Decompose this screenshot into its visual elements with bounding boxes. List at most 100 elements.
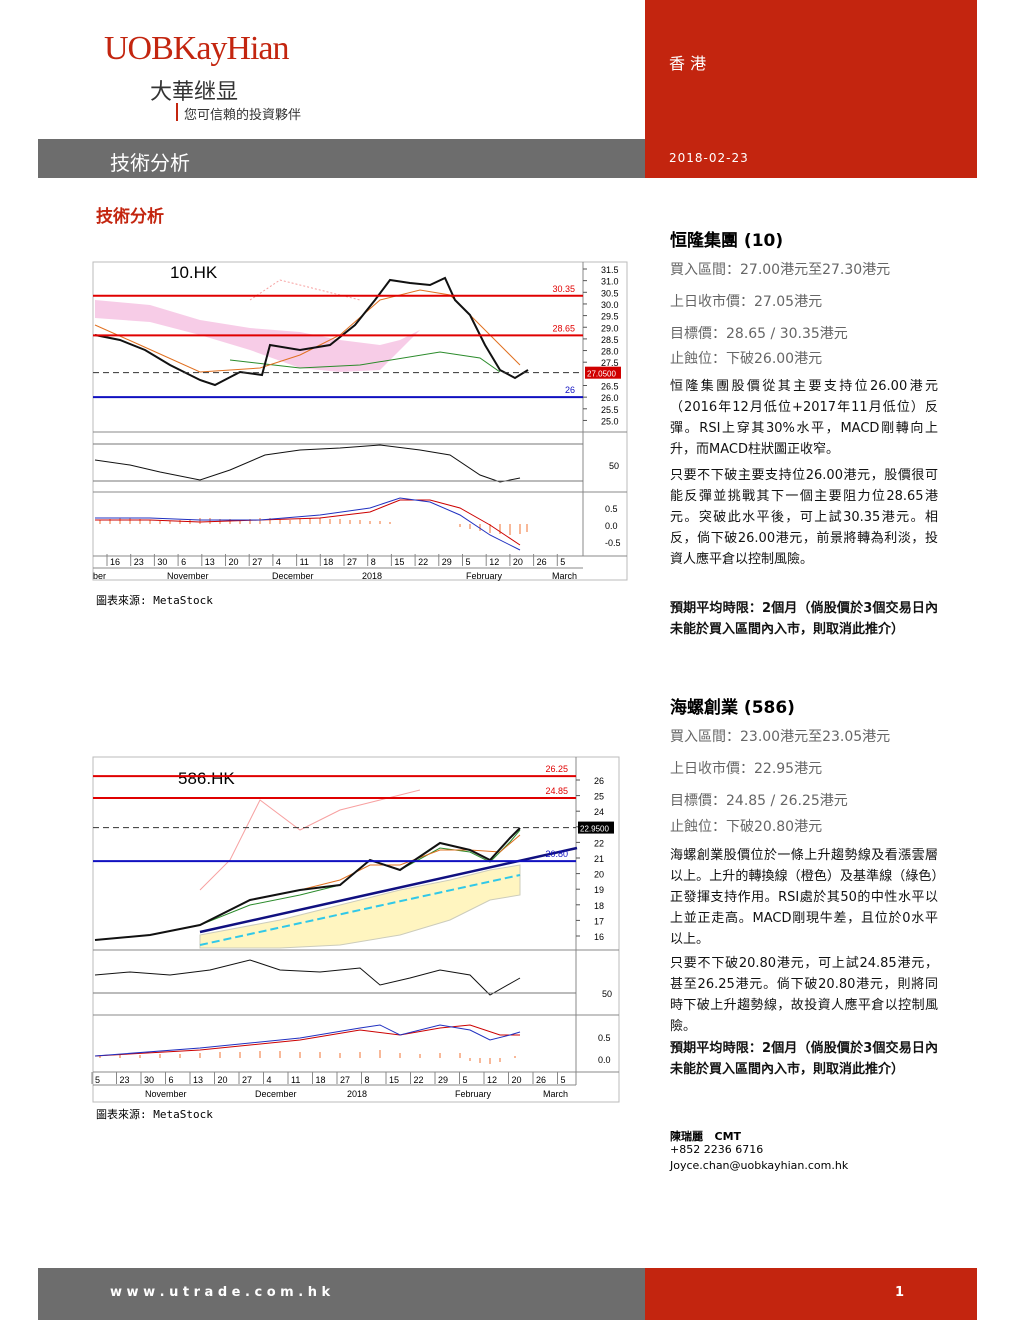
x-tick-label: 29 — [442, 557, 452, 567]
price-label: 27.0500 — [587, 370, 616, 379]
month-label: November — [145, 1089, 187, 1099]
y-tick-label: 19 — [594, 885, 604, 895]
price-label: 22.9500 — [580, 825, 609, 834]
x-tick-label: 26 — [537, 557, 547, 567]
x-tick-label: 12 — [489, 557, 499, 567]
x-tick-label: 15 — [394, 557, 404, 567]
brand-cn: 大華继显 — [150, 80, 239, 105]
section-title: 技術分析 — [110, 151, 190, 175]
rsi-tick-label: 50 — [609, 461, 619, 471]
y-tick-label: 25.5 — [601, 405, 619, 415]
level-label: 26.25 — [545, 764, 568, 774]
y-tick-label: 20 — [594, 870, 604, 880]
macd-bars — [99, 1050, 516, 1064]
chart-source: 圖表來源: MetaStock — [96, 1108, 213, 1121]
y-tick-label: 26 — [594, 776, 604, 786]
y-tick-label: 25 — [594, 792, 604, 802]
cloud-line — [199, 874, 521, 946]
rsi-line — [94, 444, 521, 483]
x-tick-label: 26 — [536, 1075, 546, 1085]
month-label: 2018 — [347, 1089, 367, 1099]
y-tick-label: 17 — [594, 916, 604, 926]
y-tick-label: 27.5 — [601, 358, 619, 368]
y-tick-label: 30.5 — [601, 288, 619, 298]
x-tick-label: 15 — [389, 1075, 399, 1085]
x-tick-label: 4 — [276, 557, 281, 567]
contact-phone: +852 2236 6716 — [670, 1143, 764, 1156]
y-tick-label: 22 — [594, 838, 604, 848]
chart-ticker: 586.HK — [178, 769, 235, 788]
month-label: February — [455, 1089, 492, 1099]
stop-loss: 止蝕位：下破26.00港元 — [670, 351, 823, 367]
page-number: 1 — [895, 1285, 905, 1300]
month-label: 2018 — [362, 571, 382, 581]
month-label: February — [466, 571, 503, 581]
month-label: ber — [93, 571, 106, 581]
y-tick-label: 24 — [594, 807, 604, 817]
stop-loss: 止蝕位：下破20.80港元 — [670, 819, 823, 835]
x-tick-label: 13 — [205, 557, 215, 567]
footer-red: 1 — [645, 1268, 977, 1320]
price-line — [94, 827, 521, 941]
level-label: 24.85 — [545, 786, 568, 796]
price-label-box — [578, 821, 614, 834]
month-label: December — [272, 571, 314, 581]
paragraph: 只要不下破20.80港元，可上試24.85港元，甚至26.25港元。倘下破20.… — [670, 956, 938, 1034]
x-tick-label: 11 — [291, 1075, 300, 1085]
left-title: 技術分析 — [96, 207, 164, 227]
buy-range: 買入區間：23.00港元至23.05港元 — [670, 729, 891, 745]
x-tick-label: 16 — [110, 557, 120, 567]
price-label-box — [585, 366, 621, 379]
y-tick-label: 30.0 — [601, 300, 619, 310]
contact-name: 陳瑞麗 — [670, 1130, 703, 1143]
x-tick-label: 27 — [347, 557, 357, 567]
paragraph: 海螺創業股價位於一條上升趨勢線及看漲雲層以上。上升的轉換線（橙色）及基準線（綠色… — [670, 848, 938, 947]
level-label: 20.80 — [545, 849, 568, 859]
x-tick-label: 20 — [218, 1075, 228, 1085]
x-tick-label: 5 — [561, 1075, 566, 1085]
chart-frame — [92, 261, 628, 581]
y-tick-label: 16 — [594, 932, 604, 942]
x-tick-label: 30 — [157, 557, 167, 567]
x-tick-label: 6 — [181, 557, 186, 567]
y-tick-label: 28.0 — [601, 347, 619, 357]
footer-url: w w w . u t r a d e . c o m . h k — [110, 1285, 331, 1300]
month-label: March — [543, 1089, 568, 1099]
x-tick-label: 6 — [169, 1075, 174, 1085]
cloud — [199, 864, 521, 949]
contact-email: Joyce.chan@uobkayhian.com.hk — [670, 1159, 849, 1172]
macd-tick-label: 0.5 — [598, 1033, 611, 1043]
paragraph: 恒隆集團股價從其主要支持位26.00港元（2016年12月低位+2017年11月… — [670, 379, 938, 457]
target: 目標價：24.85 / 26.25港元 — [670, 793, 848, 809]
x-tick-label: 18 — [323, 557, 333, 567]
macd-tick-label: -0.5 — [605, 538, 621, 548]
section-bar: 技術分析 — [38, 139, 645, 178]
x-tick-label: 20 — [229, 557, 239, 567]
ma-line — [229, 351, 501, 373]
paragraph: 只要不下破主要支持位26.00港元，股價很可能反彈並挑戰其下一個主要阻力位28.… — [670, 468, 938, 567]
x-tick-label: 5 — [560, 557, 565, 567]
chart-ticker: 10.HK — [170, 263, 218, 282]
y-tick-label: 18 — [594, 901, 604, 911]
y-tick-label: 25.0 — [601, 416, 619, 426]
buy-range: 買入區間：27.00港元至27.30港元 — [670, 262, 891, 278]
level-label: 30.35 — [552, 284, 575, 294]
x-tick-label: 23 — [120, 1075, 130, 1085]
x-tick-label: 5 — [95, 1075, 100, 1085]
x-tick-label: 13 — [193, 1075, 203, 1085]
brand: UOBKayHian — [104, 30, 290, 67]
macd-line — [95, 497, 521, 551]
contact-title: CMT — [714, 1130, 742, 1143]
date: 2018-02-23 — [669, 151, 749, 165]
macd-tick-label: 0.5 — [605, 504, 618, 514]
month-label: December — [255, 1089, 297, 1099]
x-tick-label: 5 — [463, 1075, 468, 1085]
macd-signal — [95, 499, 521, 546]
x-tick-label: 20 — [513, 557, 523, 567]
y-tick-label: 31.5 — [601, 265, 619, 275]
x-tick-label: 11 — [300, 557, 309, 567]
rsi-tick-label: 50 — [602, 989, 612, 999]
prev-close: 上日收市價：22.95港元 — [670, 761, 823, 777]
level-label: 26 — [565, 385, 575, 395]
